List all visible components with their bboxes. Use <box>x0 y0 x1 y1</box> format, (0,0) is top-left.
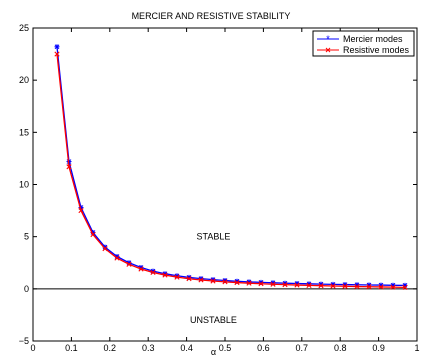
x-tick-label: 0.2 <box>104 343 117 353</box>
data-point-resistive <box>318 283 324 289</box>
y-axis: −5 0 5 10 15 20 25 <box>19 23 417 346</box>
data-point-resistive <box>102 246 108 252</box>
data-point-resistive <box>54 51 60 57</box>
series-line-0 <box>56 46 406 287</box>
data-point-resistive <box>198 277 204 283</box>
x-tick-label: 0.4 <box>180 343 193 353</box>
x-tick-label: 0.5 <box>219 343 232 353</box>
x-tick-label: 0.8 <box>334 343 347 353</box>
data-point-resistive <box>150 269 156 276</box>
data-point-resistive <box>282 282 288 288</box>
legend-marker-mercier: * <box>326 34 330 44</box>
annotation-stable: STABLE <box>197 232 231 242</box>
legend-label-resistive: Resistive modes <box>343 45 410 55</box>
legend-label-mercier: Mercier modes <box>343 34 403 44</box>
data-point-resistive <box>174 274 180 280</box>
data-point-resistive <box>66 164 72 170</box>
annotation-unstable: UNSTABLE <box>190 315 237 325</box>
data-point-resistive <box>162 272 168 278</box>
y-tick-label: 15 <box>19 127 29 137</box>
x-tick-label: 0.9 <box>372 343 385 353</box>
legend: * Mercier modes Resistive modes <box>312 30 415 57</box>
data-point-resistive <box>90 231 96 238</box>
data-point-resistive <box>390 284 396 290</box>
series-line-1 <box>56 54 406 289</box>
data-point-resistive <box>210 278 216 284</box>
x-tick-label: 0.7 <box>296 343 309 353</box>
data-point-resistive <box>246 280 252 286</box>
data-point-resistive <box>402 284 408 290</box>
y-tick-label: 0 <box>24 284 29 294</box>
x-tick-label: 0.6 <box>257 343 270 353</box>
y-tick-label: 10 <box>19 180 29 190</box>
data-point-resistive <box>378 284 384 290</box>
x-tick-label: 0.1 <box>65 343 78 353</box>
data-point-resistive <box>186 276 192 282</box>
data-point-resistive <box>222 279 228 285</box>
data-point-resistive <box>258 281 264 287</box>
x-tick-label: 0.3 <box>142 343 155 353</box>
y-tick-label: 25 <box>19 23 29 33</box>
data-point-resistive <box>342 283 348 289</box>
x-tick-label: 1 <box>414 343 419 353</box>
data-point-resistive <box>114 255 120 261</box>
y-tick-label: 5 <box>24 232 29 242</box>
data-point-resistive <box>294 282 300 288</box>
data-point-resistive <box>234 279 240 286</box>
data-point-mercier <box>54 44 60 50</box>
data-point-resistive <box>78 207 84 214</box>
data-point-resistive <box>354 283 360 290</box>
data-point-resistive <box>126 261 132 267</box>
data-point-resistive <box>306 282 312 288</box>
plot-frame <box>32 27 418 342</box>
series-layer <box>54 44 408 290</box>
y-tick-label: 20 <box>19 75 29 85</box>
data-point-resistive <box>270 281 276 287</box>
chart-title: MERCIER AND RESISTIVE STABILITY <box>132 11 291 21</box>
x-axis-label: α <box>211 347 216 356</box>
legend-marker-resistive <box>325 47 331 53</box>
data-point-resistive <box>138 266 144 272</box>
y-tick-label: −5 <box>19 336 29 346</box>
x-tick-label: 0 <box>30 343 35 353</box>
x-axis: 0 0.1 0.2 0.3 0.4 0.5 0.6 0.7 0.8 0.9 1 <box>30 28 420 353</box>
data-point-resistive <box>366 284 372 290</box>
data-point-resistive <box>330 283 336 289</box>
